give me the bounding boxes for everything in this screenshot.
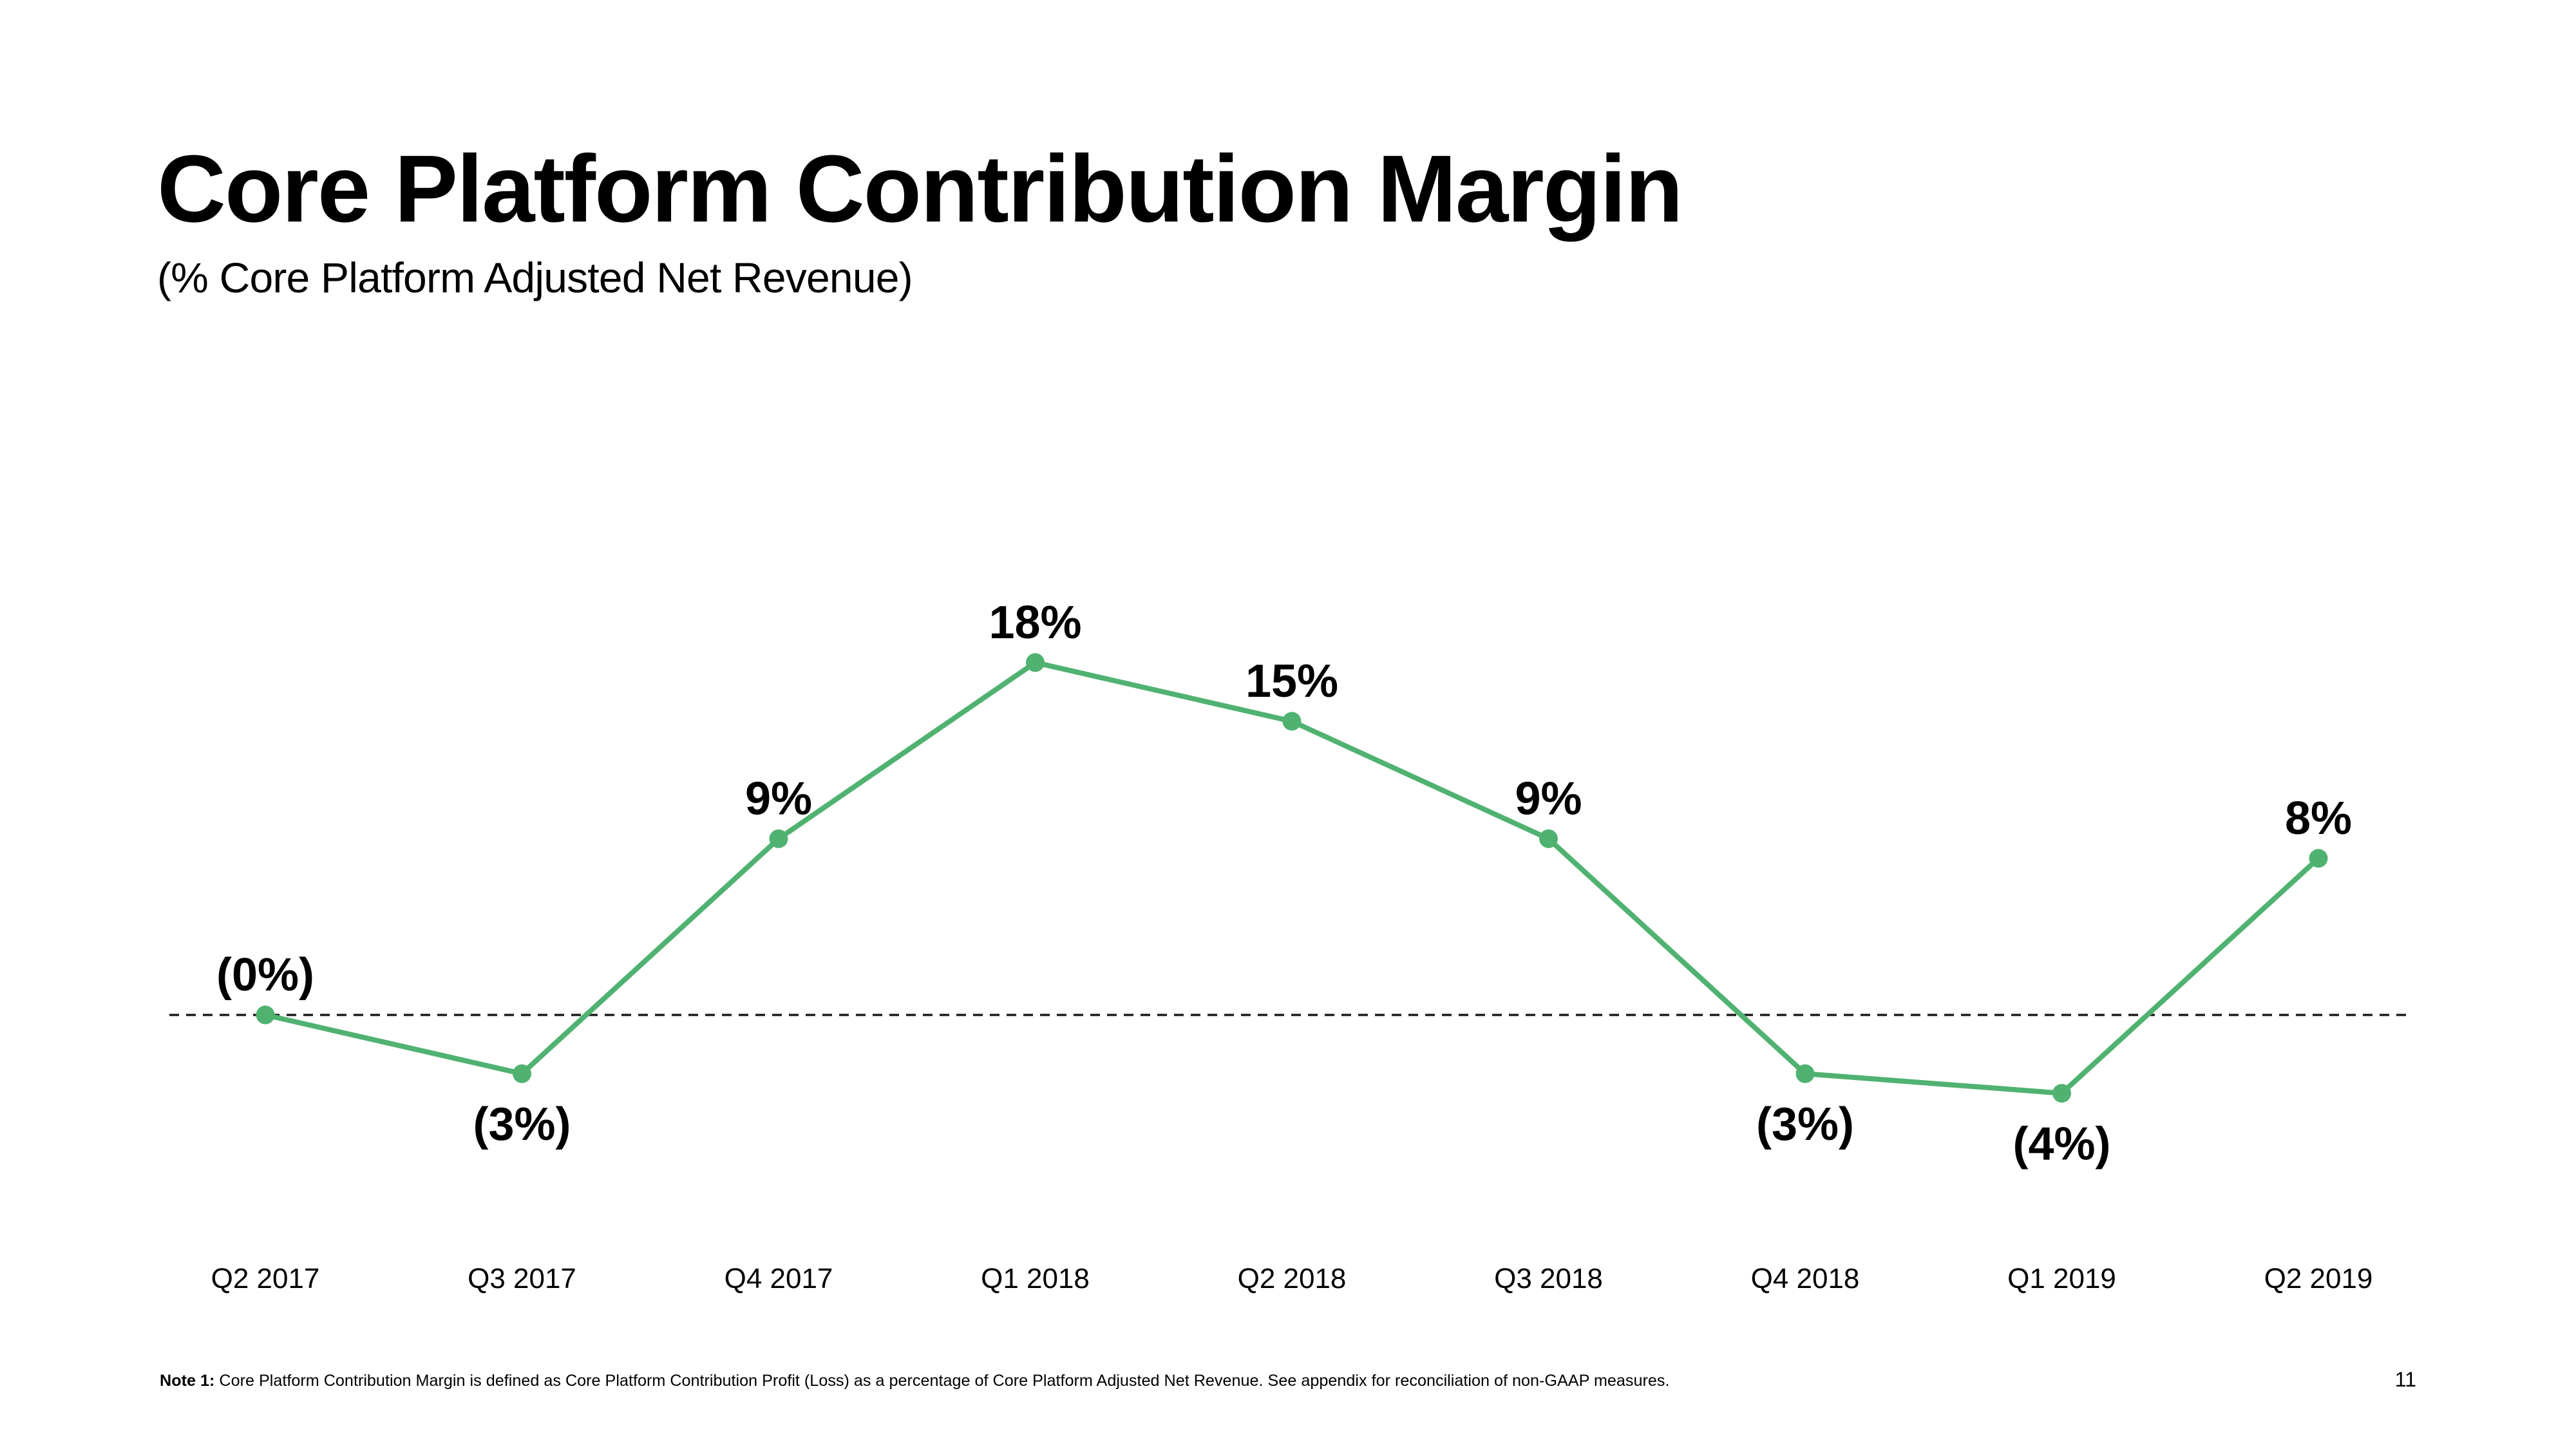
data-point-marker bbox=[1026, 653, 1045, 672]
x-axis-label: Q3 2018 bbox=[1494, 1263, 1603, 1294]
x-axis-label: Q4 2018 bbox=[1751, 1263, 1860, 1294]
x-axis-label: Q4 2017 bbox=[724, 1263, 833, 1294]
data-point-marker bbox=[1282, 712, 1302, 731]
data-point-marker bbox=[1539, 829, 1558, 848]
data-point-label: (4%) bbox=[2012, 1119, 2110, 1170]
data-point-marker bbox=[256, 1005, 275, 1025]
page-subtitle: (% Core Platform Adjusted Net Revenue) bbox=[157, 254, 913, 301]
x-axis-label: Q2 2017 bbox=[211, 1263, 320, 1294]
data-point-marker bbox=[769, 829, 788, 848]
x-axis-label: Q2 2018 bbox=[1238, 1263, 1347, 1294]
footnote-label: Note 1: bbox=[160, 1372, 215, 1390]
data-point-label: (0%) bbox=[216, 949, 314, 1001]
data-point-label: (3%) bbox=[1756, 1099, 1854, 1150]
data-point-marker bbox=[2052, 1084, 2071, 1103]
footnote-text: Core Platform Contribution Margin is def… bbox=[214, 1372, 1670, 1390]
data-point-label: 18% bbox=[989, 597, 1081, 649]
x-axis-label: Q1 2019 bbox=[2007, 1263, 2116, 1294]
data-point-label: (3%) bbox=[473, 1099, 571, 1150]
x-axis-label: Q3 2017 bbox=[468, 1263, 576, 1294]
data-point-label: 15% bbox=[1245, 656, 1338, 707]
data-point-marker bbox=[513, 1064, 531, 1083]
x-axis-label: Q1 2018 bbox=[981, 1263, 1090, 1294]
x-axis-label: Q2 2019 bbox=[2264, 1263, 2373, 1294]
footnote: Note 1: Core Platform Contribution Margi… bbox=[160, 1372, 1670, 1390]
data-point-marker bbox=[2309, 849, 2328, 868]
page-title: Core Platform Contribution Margin bbox=[157, 136, 1683, 242]
page-number: 11 bbox=[2394, 1368, 2416, 1391]
data-point-label: 9% bbox=[745, 773, 812, 824]
data-point-marker bbox=[1795, 1064, 1815, 1083]
data-point-label: 8% bbox=[2285, 793, 2352, 844]
data-point-label: 9% bbox=[1515, 773, 1582, 824]
